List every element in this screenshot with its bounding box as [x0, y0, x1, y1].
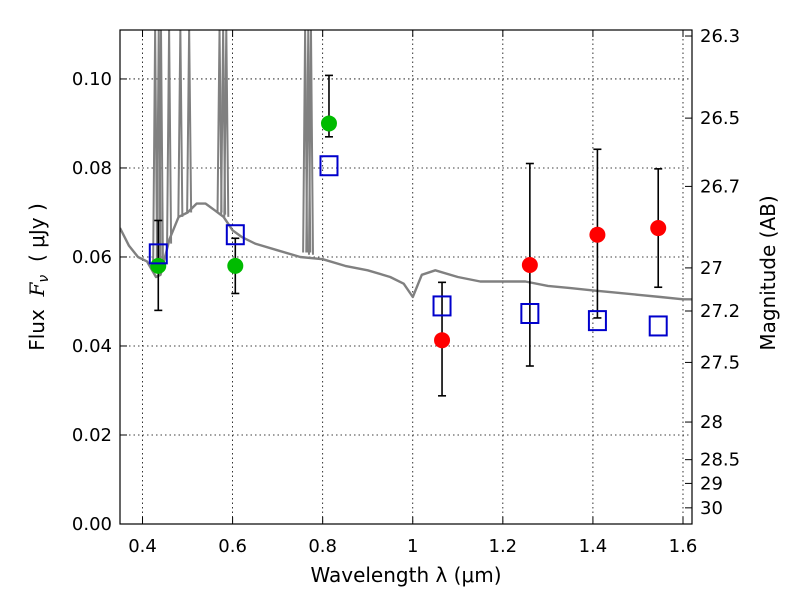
spectrum-continuum [120, 202, 692, 301]
plot-frame [119, 29, 693, 525]
spectrum-emission-line [223, 30, 230, 217]
right-y-tick-label: 26.5 [700, 108, 740, 129]
x-tick-label: 1.6 [669, 536, 698, 557]
y-axis-label-prefix: Flux [25, 296, 49, 350]
right-y-tick-label: 26.7 [700, 176, 740, 197]
data-point [589, 226, 606, 243]
right-y-tick-label: 28 [700, 412, 723, 433]
data-point [521, 256, 538, 273]
right-y-axis-label: Magnitude (AB) [756, 195, 780, 350]
x-tick-label: 1 [407, 536, 418, 557]
data-point [320, 115, 337, 132]
y-tick-label: 0.00 [72, 514, 112, 535]
model-square-point [520, 302, 540, 324]
y-axis-label-sub: ν [36, 275, 52, 283]
error-bars [154, 74, 663, 397]
spectrum-emission-line [186, 30, 193, 213]
x-tick-label: 1.4 [579, 536, 608, 557]
right-y-tick-label: 27.2 [700, 301, 740, 322]
x-tick-label: 0.6 [218, 536, 247, 557]
model-square-point [432, 295, 452, 317]
y-tick-label: 0.02 [72, 425, 112, 446]
data-point [650, 220, 667, 237]
model-square-point [225, 224, 245, 246]
model-square-point [148, 243, 168, 265]
x-tick-label: 0.4 [128, 536, 157, 557]
y-tick-label: 0.10 [72, 69, 112, 90]
model-square-point [587, 310, 607, 332]
model-square-point [319, 155, 339, 177]
spectrum-group [120, 30, 692, 301]
right-y-tick-label: 28.5 [700, 450, 740, 471]
y-tick-label: 0.06 [72, 247, 112, 268]
model-spectrum [120, 30, 692, 301]
spectrum-emission-line [166, 30, 173, 244]
right-y-tick-label: 27.5 [700, 352, 740, 373]
y-axis-label: Flux Fν ( μJy ) [25, 203, 52, 351]
y-axis-label-symbol: F [25, 281, 49, 297]
right-y-tick-label: 30 [700, 498, 723, 519]
y-tick-label: 0.08 [72, 158, 112, 179]
y-axis-label-suffix: ( μJy ) [25, 203, 49, 275]
x-axis-label: Wavelength λ (μm) [310, 563, 501, 587]
model-square-point [648, 315, 668, 337]
right-y-tick-label: 27 [700, 258, 723, 279]
y-tick-label: 0.04 [72, 336, 112, 357]
spectrum-emission-line [307, 30, 314, 255]
x-tick-label: 0.8 [308, 536, 337, 557]
grid-lines [120, 30, 692, 525]
data-point [227, 257, 244, 274]
data-point [434, 332, 451, 349]
axis-ticks: 0.4 0.6 0.8 1 1.2 1.4 1.6 0.00 0.02 0.04 0.06 0.08 0… [72, 26, 740, 557]
data-point [150, 257, 167, 274]
right-y-tick-label: 26.3 [700, 26, 740, 47]
right-y-tick-label: 29 [700, 473, 723, 494]
spectrum-emission-line [157, 30, 164, 269]
data-markers [148, 115, 668, 349]
x-tick-label: 1.2 [489, 536, 518, 557]
spectrum-emission-line [177, 30, 184, 217]
